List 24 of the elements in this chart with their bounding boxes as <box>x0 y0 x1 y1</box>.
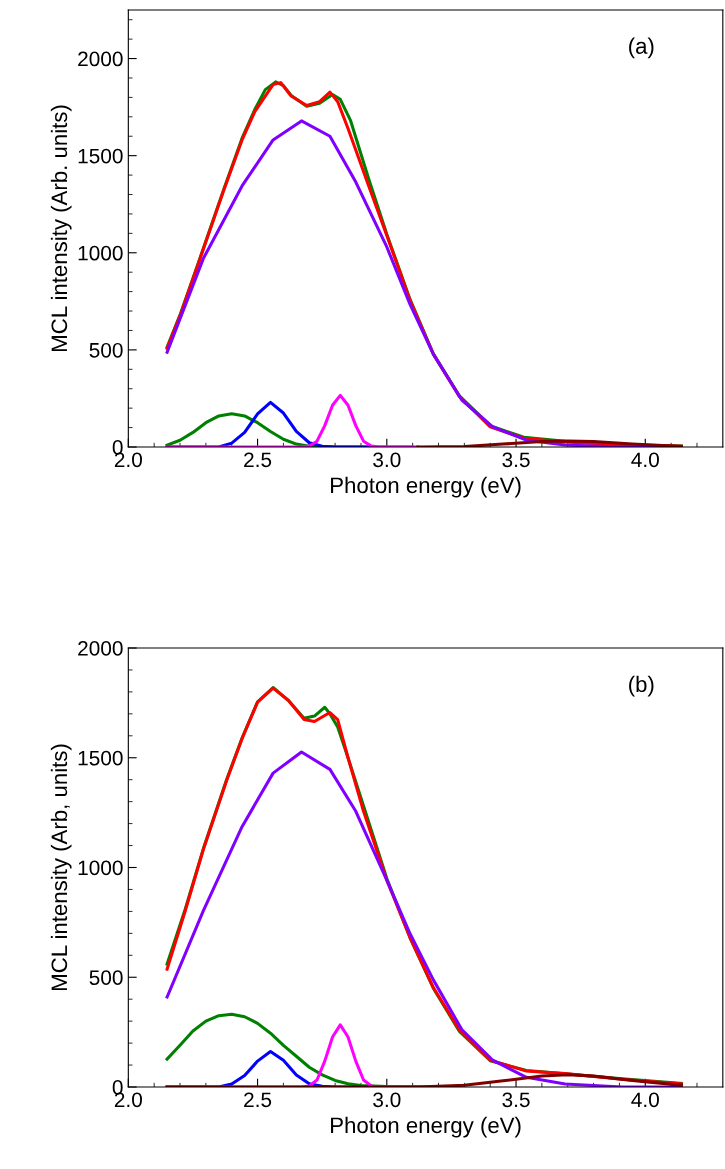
x-axis-title: Photon energy (eV) <box>331 476 521 498</box>
y-axis-title: MCL intensity (Arb. units) <box>50 105 72 351</box>
annotation: (a) <box>629 37 654 59</box>
y-axis-title: MCL intensity (Arb, units) <box>50 744 72 990</box>
y-tick-label: 2000 <box>78 641 123 656</box>
x-tick-label: 2.5 <box>244 452 272 468</box>
line-series <box>416 439 683 447</box>
y-tick-label: 500 <box>89 970 123 985</box>
y-tick-label: 500 <box>89 342 123 358</box>
y-tick-label: 1000 <box>78 245 123 261</box>
y-tick-label: 1500 <box>78 148 123 164</box>
x-tick-label: 3.5 <box>502 452 530 468</box>
y-tick-label: 2000 <box>78 51 123 67</box>
x-tick-label: 3.5 <box>502 1092 530 1108</box>
line-series <box>165 1073 683 1087</box>
y-tick-label: 1000 <box>78 860 123 876</box>
x-tick-label: 4.0 <box>631 1092 659 1108</box>
y-tick-label: 1500 <box>78 750 123 766</box>
x-axis-title: Photon energy (eV) <box>331 1116 521 1138</box>
annotation: (b) <box>629 675 654 697</box>
x-tick-label: 2.5 <box>244 1092 272 1108</box>
x-tick-label: 3.0 <box>373 452 401 468</box>
x-tick-label: 4.0 <box>631 452 659 468</box>
x-tick-label: 3.0 <box>373 1092 401 1108</box>
